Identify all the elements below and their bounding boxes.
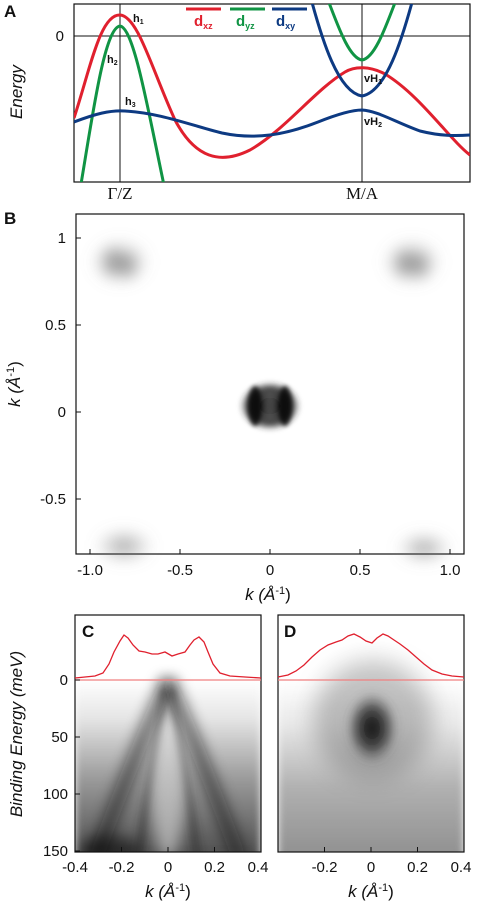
band-c-right-inner [167,689,201,852]
panel-c-xtick: 0 [164,859,172,876]
panel-b-xtick: -1.0 [77,562,103,579]
label-h1: h1 [133,13,144,26]
panel-c: C 0 50 100 150 Binding Energy (meV) -0.4… [7,614,268,901]
panel-c-ylabel: Binding Energy (meV) [7,651,26,817]
panel-c-xtick: -0.2 [109,859,135,876]
panel-d-edc-curve [277,633,465,678]
panel-d-label: D [284,622,296,641]
panel-d-xlabel: k (Å-1) [348,882,394,901]
legend-label-dxz: dxz [194,13,213,31]
panel-b-xtick: 1.0 [440,562,461,579]
panel-b-yaxis: 1 0.5 0 -0.5 k (Å-1) [5,230,81,508]
panel-a: A Energy 0 dxz dyz dxy h1 h2 [4,2,471,203]
panel-b: B 1 [4,209,465,604]
panel-b-ylabel: k (Å-1) [5,361,24,407]
panel-d-xaxis: -0.2 0 0.2 0.4 k (Å-1) [312,847,472,901]
corner-pocket-top-right [382,238,442,286]
panel-c-ytick: 0 [60,672,68,689]
panel-b-xaxis: -1.0 -0.5 0 0.5 1.0 k (Å-1) [77,549,460,604]
corner-pocket-top-left [90,238,150,286]
band-dxy [74,108,470,138]
panel-c-xtick: 0.2 [204,859,225,876]
panel-b-ytick: -0.5 [40,491,66,508]
panel-b-label: B [4,209,16,228]
panel-c-ytick: 100 [43,786,68,803]
panel-d-xtick: 0.4 [451,859,472,876]
label-h3: h3 [125,96,136,109]
panel-b-xtick: 0 [266,562,274,579]
panel-c-yaxis: 0 50 100 150 Binding Energy (meV) [7,651,80,860]
panel-d-xtick: 0.2 [407,859,428,876]
center-pocket [239,381,301,431]
panel-d-xtick: 0 [367,859,375,876]
panel-d: D -0.2 0 0.2 0.4 k (Å-1) [277,614,472,901]
band-dyz-m-parabola [327,4,397,62]
label-vh1: vH1 [364,73,382,86]
legend-label-dxy: dxy [276,13,295,31]
panel-c-label: C [82,622,94,641]
panel-d-xtick: -0.2 [312,859,338,876]
panel-c-ytick: 50 [51,729,68,746]
panel-b-xlabel: k (Å-1) [245,585,291,604]
panel-a-label: A [4,2,16,21]
corner-pocket-bottom-left [94,528,154,564]
panel-a-frame [73,3,471,183]
panel-d-spectral-blob [346,692,398,764]
panel-c-xlabel: k (Å-1) [145,882,191,901]
panel-a-xtick-m: M/A [346,184,379,203]
band-c-left-inner [135,689,169,852]
panel-a-ylabel: Energy [7,64,26,119]
panel-b-ytick: 0.5 [45,317,66,334]
band-dxy-m-parabola [310,4,414,98]
label-h2: h2 [107,54,118,67]
panel-c-xtick: 0.4 [248,859,269,876]
panel-c-edc-curve [74,634,262,679]
band-dyz [79,24,165,182]
panel-a-zero-tick: 0 [56,28,64,45]
panel-c-xaxis: -0.4 -0.2 0 0.2 0.4 k (Å-1) [62,847,268,901]
panel-b-xtick: -0.5 [167,562,193,579]
panel-b-xtick: 0.5 [350,562,371,579]
legend-label-dyz: dyz [236,13,255,31]
panel-b-ytick: 0 [58,404,66,421]
panel-c-xtick: -0.4 [62,859,88,876]
panel-a-xtick-gamma: Γ/Z [108,184,133,203]
label-vh2: vH2 [364,116,382,129]
panel-c-ytick: 150 [43,843,68,860]
panel-a-legend: dxz dyz dxy [186,7,307,31]
corner-pocket-bottom-right [396,532,452,564]
panel-b-ytick: 1 [58,230,66,247]
